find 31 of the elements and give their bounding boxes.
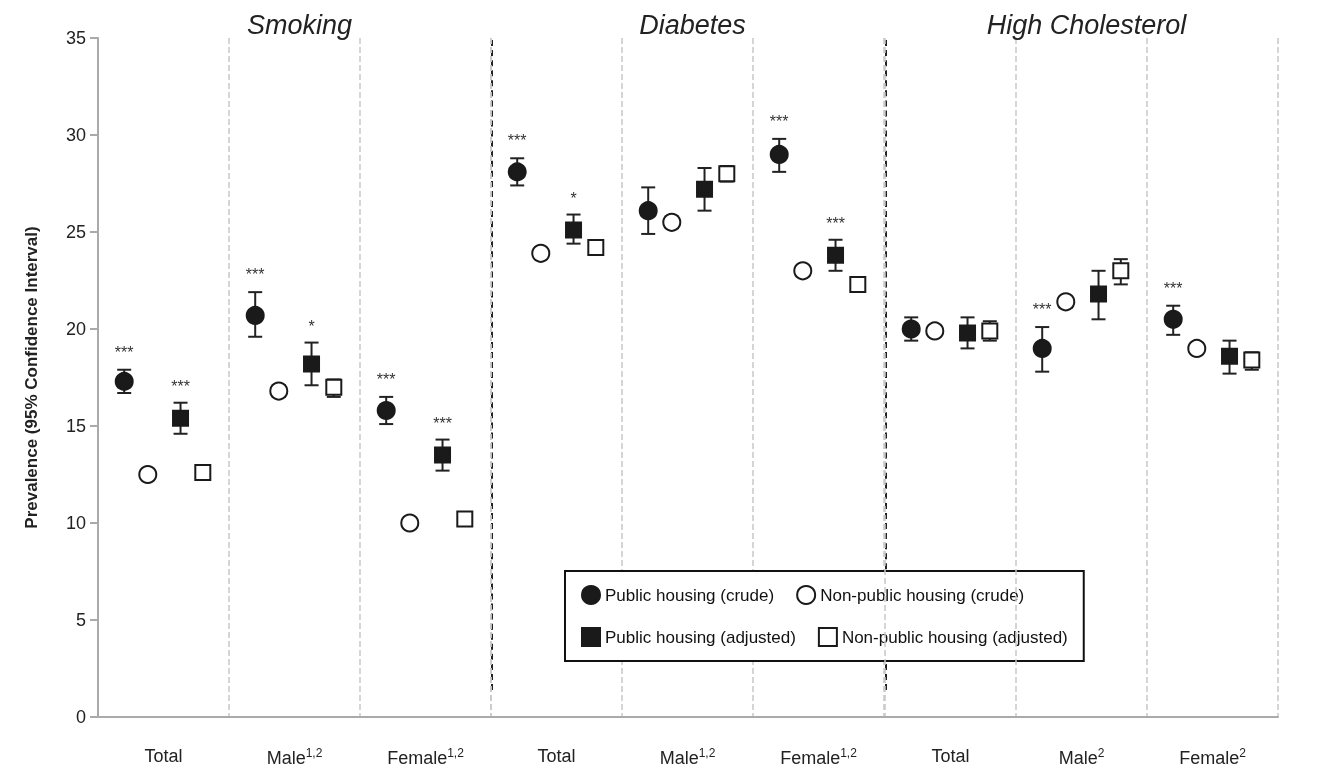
chart-title: High Cholesterol — [986, 9, 1188, 40]
data-label: *** — [114, 343, 134, 361]
legend-label: Public housing (crude) — [605, 585, 775, 605]
legend-label: Non-public housing (adjusted) — [841, 627, 1068, 647]
data-label: *** — [1163, 279, 1183, 297]
y-tick-label: 0 — [75, 707, 86, 727]
chart-title: Smoking — [246, 9, 353, 40]
x-tick-label: Total — [144, 746, 183, 766]
legend-label: Non-public housing (crude) — [820, 585, 1025, 605]
y-tick-label: 35 — [65, 28, 86, 48]
y-tick-label: 10 — [65, 513, 86, 533]
x-tick-label: Total — [537, 746, 576, 766]
y-tick-label: 25 — [65, 222, 86, 242]
data-label: *** — [245, 266, 265, 284]
y-axis-title: Prevalence (95% Confidence Interval) — [22, 226, 41, 529]
chart-title: Diabetes — [639, 9, 746, 40]
data-label: *** — [769, 112, 789, 130]
data-label: *** — [376, 370, 396, 388]
data-label: *** — [826, 214, 845, 232]
data-label: *** — [433, 414, 452, 432]
y-tick-label: 15 — [65, 416, 86, 436]
y-tick-label: 20 — [65, 319, 86, 339]
y-tick-label: 5 — [75, 610, 86, 630]
data-label: * — [570, 189, 577, 207]
legend-label: Public housing (adjusted) — [605, 627, 796, 647]
data-label: *** — [1032, 301, 1052, 319]
data-label: * — [308, 317, 315, 335]
x-tick-label: Total — [931, 746, 970, 766]
data-label: *** — [171, 377, 190, 395]
y-tick-label: 30 — [65, 125, 86, 145]
data-label: *** — [507, 132, 527, 150]
